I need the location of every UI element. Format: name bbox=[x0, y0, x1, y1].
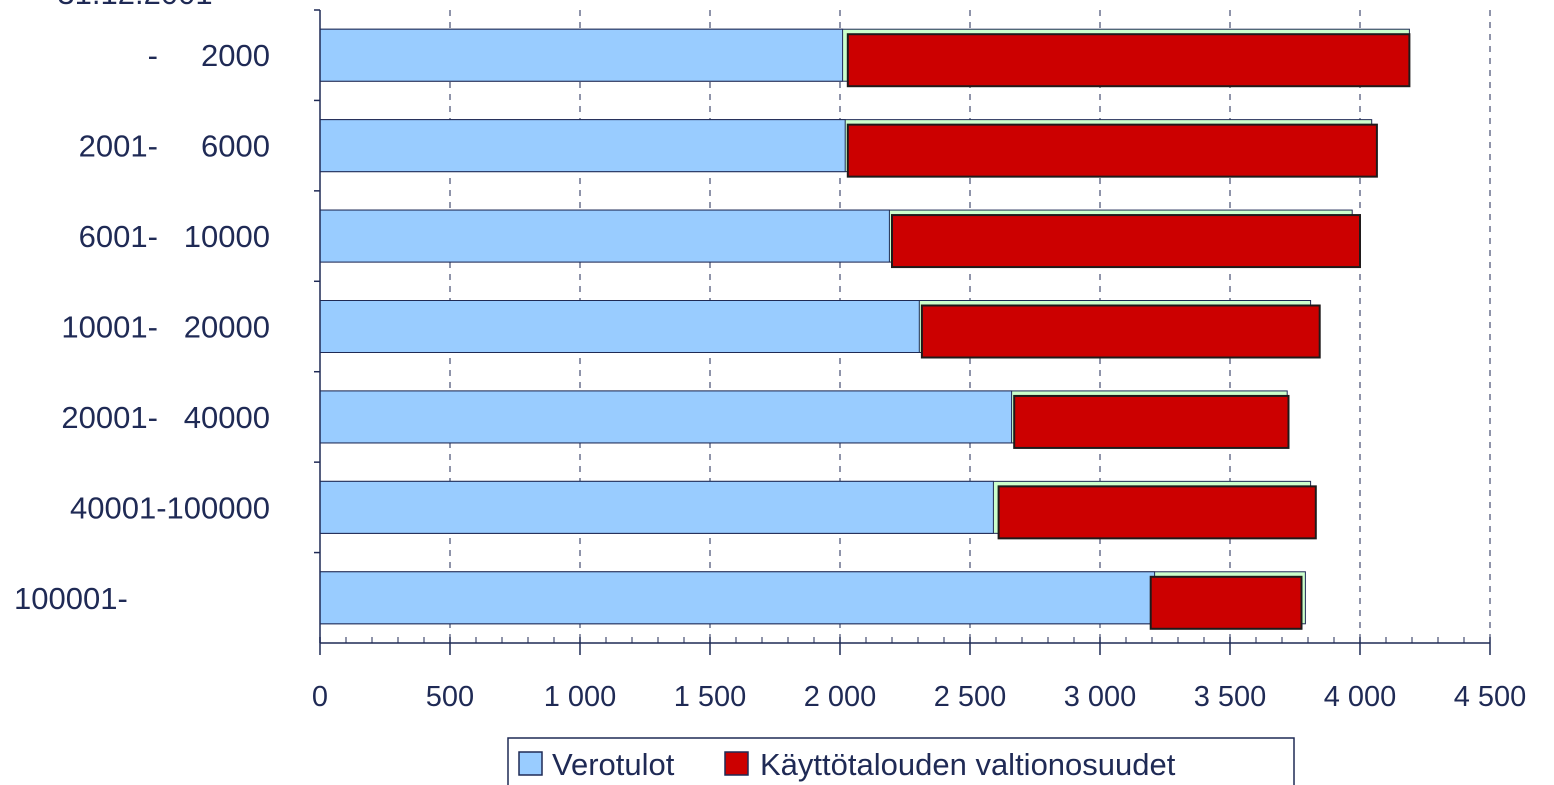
valtionosuudet-bar-1 bbox=[846, 123, 1378, 178]
legend-swatch-valtionosuudet bbox=[724, 751, 749, 776]
category-label-5: 40001-100000 bbox=[70, 490, 270, 525]
x-tick-label-7: 3 500 bbox=[1194, 681, 1267, 713]
verotulot-bar-2 bbox=[319, 209, 890, 263]
verotulot-bar-4 bbox=[319, 390, 1013, 444]
legend-box bbox=[507, 737, 1295, 785]
verotulot-bar-5 bbox=[319, 480, 994, 534]
valtionosuudet-bar-4 bbox=[1013, 394, 1290, 449]
verotulot-bar-1 bbox=[319, 119, 846, 173]
verotulot-bar-3 bbox=[319, 300, 920, 353]
valtionosuudet-bars bbox=[846, 33, 1411, 630]
x-tick-label-6: 3 000 bbox=[1064, 681, 1137, 713]
verotulot-bar-0 bbox=[319, 28, 844, 82]
category-labels: - 2000 2001- 6000 6001- 10000 10001- 20000 2… bbox=[14, 38, 270, 616]
x-tick-label-4: 2 000 bbox=[804, 681, 877, 713]
valtionosuudet-bar-3 bbox=[920, 304, 1321, 359]
category-label-0: - 2000 bbox=[148, 38, 270, 73]
x-tick-label-5: 2 500 bbox=[934, 681, 1007, 713]
category-label-1: 2001- 6000 bbox=[79, 129, 270, 164]
verotulot-bars bbox=[319, 28, 1156, 625]
valtionosuudet-bar-6 bbox=[1149, 575, 1303, 630]
x-tick-label-0: 0 bbox=[312, 681, 328, 713]
category-label-6: 100001- bbox=[14, 581, 128, 616]
legend-label-valtionosuudet: Käyttötalouden valtionosuudet bbox=[760, 747, 1176, 782]
legend: Verotulot Käyttötalouden valtionosuudet bbox=[507, 737, 1295, 785]
x-tick-label-2: 1 000 bbox=[544, 681, 617, 713]
category-label-4: 20001- 40000 bbox=[61, 400, 270, 435]
legend-label-verotulot: Verotulot bbox=[552, 747, 675, 782]
valtionosuudet-bar-2 bbox=[891, 214, 1361, 269]
axes bbox=[314, 9, 1491, 655]
x-tick-label-3: 1 500 bbox=[674, 681, 747, 713]
x-tick-label-8: 4 000 bbox=[1324, 681, 1397, 713]
x-tick-label-9: 4 500 bbox=[1454, 681, 1527, 713]
x-tick-label-1: 500 bbox=[426, 681, 474, 713]
category-axis-header: 31.12.2001 bbox=[57, 0, 212, 11]
x-tick-labels: 0 500 1 000 1 500 2 000 2 500 3 000 3 500 4 000 4… bbox=[312, 681, 1526, 713]
category-label-3: 10001- 20000 bbox=[61, 310, 270, 345]
legend-swatch-verotulot bbox=[518, 751, 543, 776]
valtionosuudet-bar-5 bbox=[997, 485, 1317, 540]
category-label-2: 6001- 10000 bbox=[79, 219, 270, 254]
valtionosuudet-bar-0 bbox=[846, 33, 1411, 88]
verotulot-bar-6 bbox=[319, 571, 1156, 625]
